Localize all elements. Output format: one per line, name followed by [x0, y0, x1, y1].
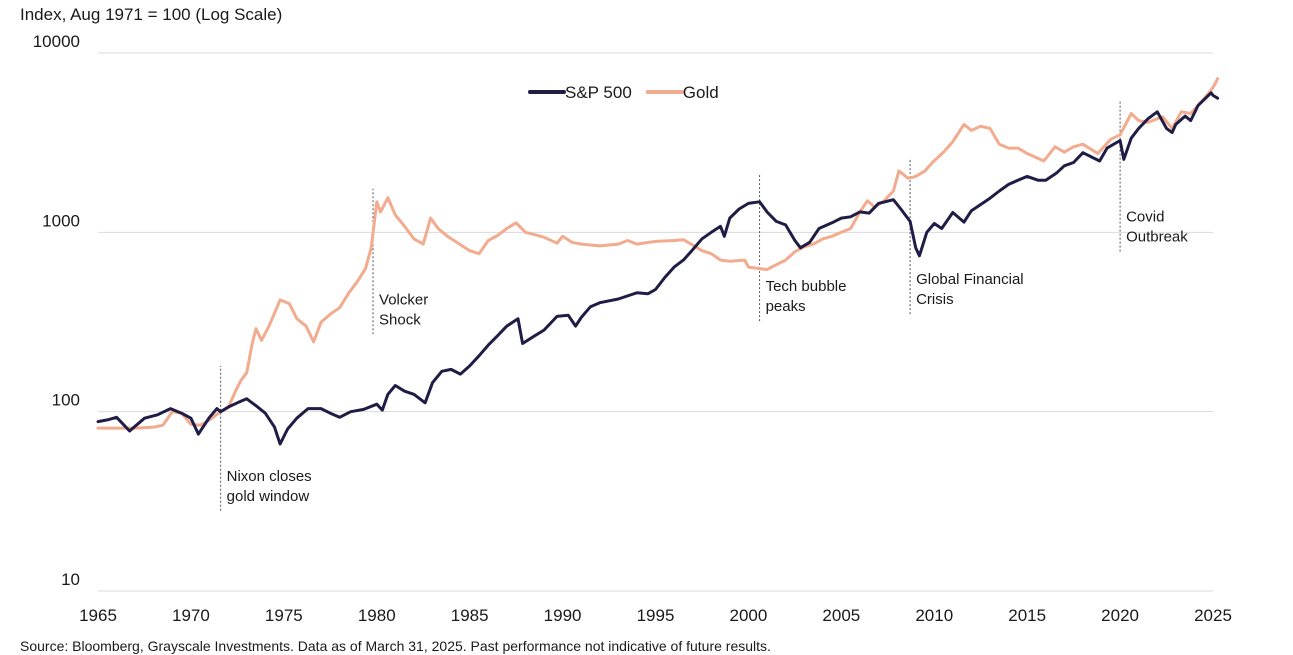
- y-tick-label-10: 10: [61, 570, 80, 589]
- series-line-gold: [96, 77, 1220, 430]
- x-tick-label-2010: 2010: [915, 606, 953, 625]
- x-tick-label-1990: 1990: [544, 606, 582, 625]
- annotation-label-2-0: Tech bubble: [766, 278, 847, 295]
- annotations: Nixon closes gold window Volcker Shock Tech …: [220, 100, 1188, 511]
- axes: 10 100 1000 10000 1965 1970 1975 1980 1985 1990 19…: [33, 32, 1232, 625]
- annotation-label-0-0: Nixon closes: [227, 468, 312, 485]
- annotation-label-3-0: Global Financial: [916, 271, 1024, 288]
- x-tick-label-2005: 2005: [822, 606, 860, 625]
- source-footnote: Source: Bloomberg, Grayscale Investments…: [20, 638, 771, 654]
- x-tick-label-2015: 2015: [1008, 606, 1046, 625]
- legend-label-s-p-500: S&P 500: [565, 83, 632, 102]
- series-line-s-p-500: [96, 91, 1220, 446]
- x-tick-label-1965: 1965: [79, 606, 117, 625]
- annotation-label-1-0: Volcker: [379, 291, 428, 308]
- y-tick-label-10000: 10000: [33, 32, 80, 51]
- chart-title: Index, Aug 1971 = 100 (Log Scale): [20, 5, 283, 24]
- annotation-label-1-1: Shock: [379, 311, 421, 328]
- y-tick-label-1000: 1000: [42, 211, 80, 230]
- legend-label-gold: Gold: [683, 83, 719, 102]
- annotation-label-3-1: Crisis: [916, 291, 954, 308]
- y-tick-label-100: 100: [52, 391, 80, 410]
- annotation-label-0-1: gold window: [227, 488, 310, 505]
- x-tick-label-1970: 1970: [172, 606, 210, 625]
- x-tick-label-1985: 1985: [451, 606, 489, 625]
- x-tick-label-1975: 1975: [265, 606, 303, 625]
- annotation-label-2-1: peaks: [766, 298, 806, 315]
- x-tick-label-2000: 2000: [730, 606, 768, 625]
- gridlines: [98, 52, 1213, 592]
- annotation-label-4-0: Covid: [1126, 209, 1164, 226]
- x-tick-label-1980: 1980: [358, 606, 396, 625]
- annotation-label-4-1: Outbreak: [1126, 229, 1188, 246]
- x-tick-label-2025: 2025: [1194, 606, 1232, 625]
- x-tick-label-1995: 1995: [637, 606, 675, 625]
- legend: S&P 500 Gold: [528, 83, 719, 102]
- series-lines: [96, 77, 1220, 446]
- x-tick-label-2020: 2020: [1101, 606, 1139, 625]
